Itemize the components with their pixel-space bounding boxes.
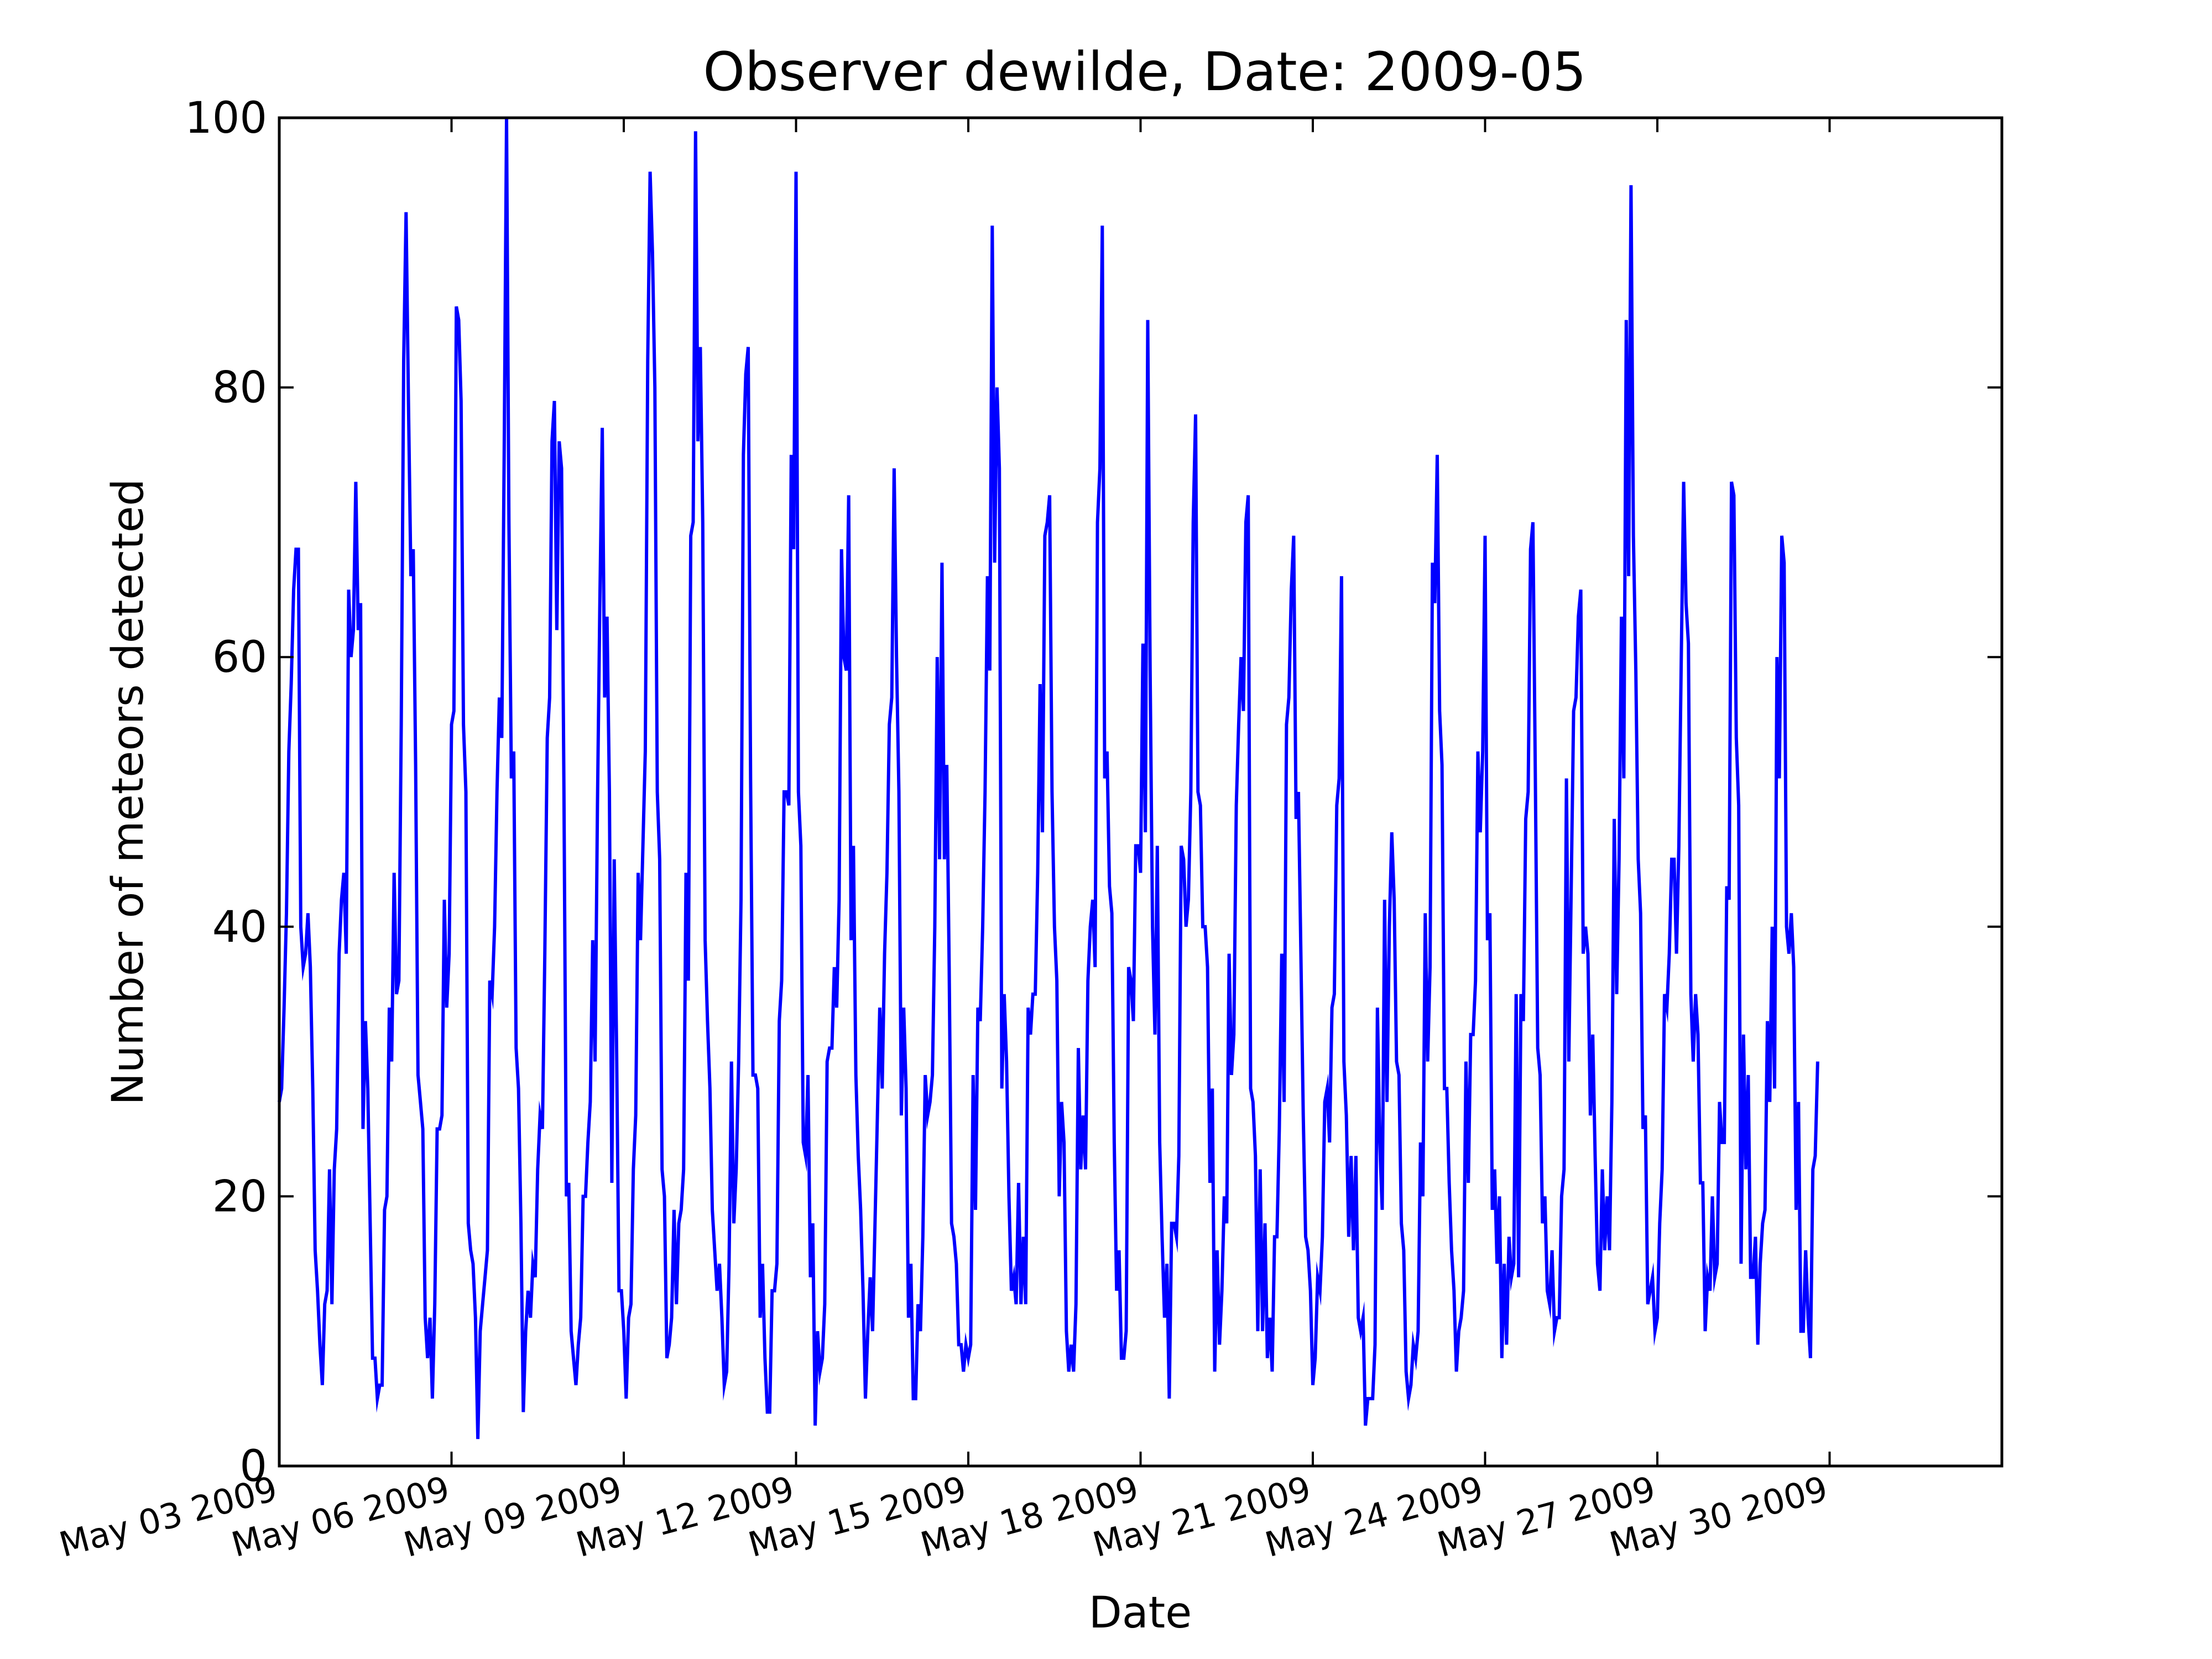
y-tick-label: 100	[185, 93, 267, 143]
y-tick-label: 60	[212, 633, 267, 682]
y-tick-label: 40	[212, 902, 267, 952]
series-line	[278, 117, 1819, 1439]
plot-frame	[278, 116, 2004, 1468]
chart-title: Observer dewilde, Date: 2009-05	[703, 41, 1586, 103]
y-tick-label: 20	[212, 1172, 267, 1222]
data-layer	[278, 117, 1819, 1439]
x-axis-label: Date	[1089, 1588, 1192, 1638]
y-axis-label: Number of meteors detected	[103, 479, 153, 1105]
y-tick-label: 80	[212, 363, 267, 413]
y-tick-label: 0	[239, 1442, 267, 1491]
